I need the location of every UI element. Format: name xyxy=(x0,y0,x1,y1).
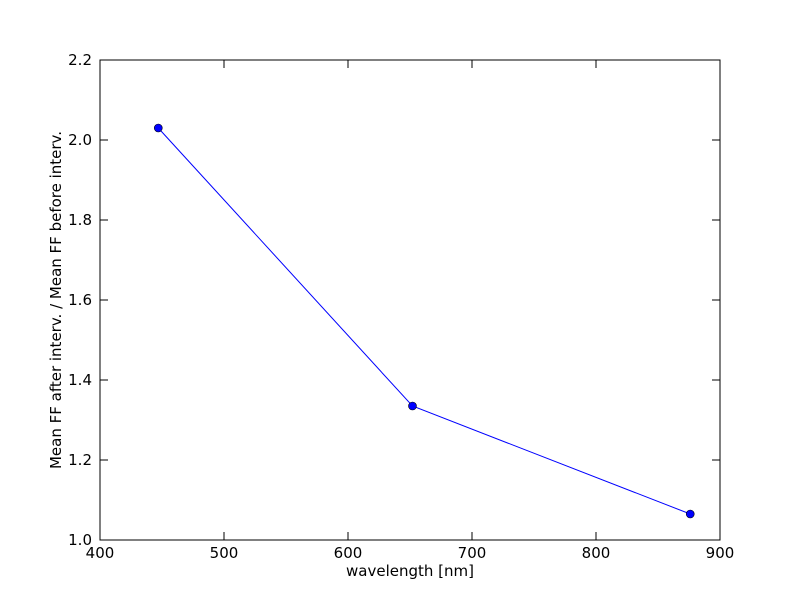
y-tick-label: 1.8 xyxy=(68,211,92,229)
point xyxy=(685,509,695,519)
plot-frame xyxy=(99,59,721,541)
point xyxy=(408,401,417,411)
x-tick-label: 600 xyxy=(334,544,363,562)
y-tick-label: 2.2 xyxy=(68,51,92,69)
x-axis-label: wavelength [nm] xyxy=(346,562,474,580)
x-tick-label: 700 xyxy=(458,544,487,562)
x-tick-label: 800 xyxy=(582,544,611,562)
x-tick-label: 900 xyxy=(706,544,735,562)
y-axis-label: Mean FF after interv. / Mean FF before i… xyxy=(47,131,65,469)
x-tick-label: 500 xyxy=(210,544,239,562)
y-tick-label: 1.2 xyxy=(68,451,92,469)
point xyxy=(153,123,163,133)
y-tick-label: 1.4 xyxy=(68,371,92,389)
y-tick-label: 2.0 xyxy=(68,131,92,149)
x-tick-label: 400 xyxy=(86,544,115,562)
y-tick-label: 1.6 xyxy=(68,291,92,309)
y-tick-label: 1.0 xyxy=(68,531,92,549)
